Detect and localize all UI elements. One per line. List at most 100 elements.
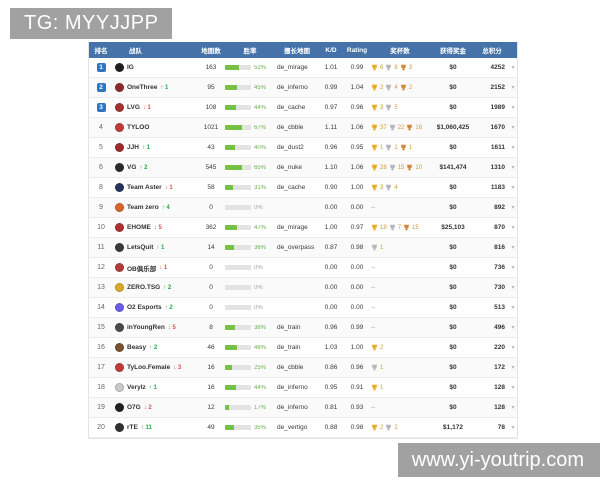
winrate-bar [225,325,251,330]
winrate-label: 40% [254,144,267,151]
table-row[interactable]: 10 EHOME ↓ 5 362 47% de_mirage 1.00 0.97… [89,218,517,238]
team-cell[interactable]: LVG ↓ 1 [113,103,197,112]
team-cell[interactable]: ZERO.TSG ↑ 2 [113,283,197,292]
team-cell[interactable]: IG [113,63,197,72]
expand-chevron-icon[interactable]: ▾ [511,325,515,331]
winrate-cell: 52% [225,65,275,71]
trophy-count: 1 [380,144,384,151]
expand-chevron-icon[interactable]: ▾ [511,345,515,351]
team-cell[interactable]: OneThree ↑ 1 [113,83,197,92]
table-row[interactable]: 15 inYoungRen ↓ 5 8 38% de_train 0.96 0.… [89,318,517,338]
rank-cell: 4 [99,124,103,131]
table-row[interactable]: 6 VG ↑ 2 545 65% de_nuke 1.10 1.06 28 15 1… [89,158,517,178]
expand-chevron-icon[interactable]: ▾ [511,385,515,391]
team-cell[interactable]: VG ↑ 2 [113,163,197,172]
team-name: Beasy [127,344,147,351]
team-cell[interactable]: Beasy ↑ 2 [113,343,197,352]
trophies-cell: -- [371,204,429,211]
table-row[interactable]: 16 Beasy ↑ 2 46 48% de_train 1.03 1.00 2… [89,338,517,358]
expand-chevron-icon[interactable]: ▾ [511,165,515,171]
trophy-gold-icon [371,344,378,351]
team-cell[interactable]: inYoungRen ↓ 5 [113,323,197,332]
trophy-silver-icon [389,164,396,171]
team-cell[interactable]: TyLoo.Female ↓ 3 [113,363,197,372]
table-row[interactable]: 19 O7G ↓ 2 12 17% de_inferno 0.81 0.93 -… [89,398,517,418]
trophy-bronze-icon [403,224,410,231]
expand-chevron-icon[interactable]: ▾ [511,285,515,291]
trophy-gold-icon [371,64,378,71]
expand-chevron-icon[interactable]: ▾ [511,405,515,411]
winrate-label: 36% [254,244,267,251]
team-cell[interactable]: EHOME ↓ 5 [113,223,197,232]
team-logo [115,343,124,352]
table-row[interactable]: 18 VeryIz ↑ 1 16 44% de_inferno 0.95 0.9… [89,378,517,398]
rating-value: 1.00 [350,184,364,191]
table-row[interactable]: 8 Team Aster ↓ 1 58 31% de_cache 0.90 1.… [89,178,517,198]
rating-value: 0.98 [350,424,364,431]
expand-chevron-icon[interactable]: ▾ [511,85,515,91]
team-cell[interactable]: O2 Esports ↑ 2 [113,303,197,312]
expand-chevron-icon[interactable]: ▾ [511,65,515,71]
winrate-cell: 0% [225,265,275,271]
table-row[interactable]: 4 TYLOO 1021 67% de_cbble 1.11 1.06 37 22… [89,118,517,138]
trophy-count: 2 [408,84,413,91]
team-cell[interactable]: TYLOO [113,123,197,132]
expand-chevron-icon[interactable]: ▾ [511,425,515,431]
team-ranking-table: 排名 战队 地图数 胜率 擅长地图 K/D Rating 奖杯数 获得奖金 总积分 1 IG 16… [88,42,518,439]
table-row[interactable]: 14 O2 Esports ↑ 2 0 0% 0.00 0.00 -- $0 5… [89,298,517,318]
trophy-gold-icon [371,184,378,191]
team-cell[interactable]: OB俱乐部 ↓ 1 [113,263,197,273]
rank-change-indicator: ↑ 1 [148,384,157,391]
trophy-gold-icon [371,224,378,231]
table-row[interactable]: 2 OneThree ↑ 1 95 45% de_inferno 0.99 1.… [89,78,517,98]
expand-chevron-icon[interactable]: ▾ [511,205,515,211]
kd-value: 0.96 [324,144,338,151]
team-cell[interactable]: rTE ↑ 11 [113,423,197,432]
maps-played: 58 [207,184,215,191]
expand-chevron-icon[interactable]: ▾ [511,365,515,371]
rank-change-indicator: ↑ 1 [156,244,165,251]
winrate-cell: 0% [225,305,275,311]
maps-played: 108 [205,104,217,111]
best-map: de_cache [277,184,306,191]
points-value: 4252 [490,64,505,71]
team-cell[interactable]: Team Aster ↓ 1 [113,183,197,192]
expand-chevron-icon[interactable]: ▾ [511,225,515,231]
expand-chevron-icon[interactable]: ▾ [511,265,515,271]
expand-chevron-icon[interactable]: ▾ [511,305,515,311]
table-row[interactable]: 17 TyLoo.Female ↓ 3 16 25% de_cbble 0.86… [89,358,517,378]
best-map: de_nuke [277,164,302,171]
table-row[interactable]: 13 ZERO.TSG ↑ 2 0 0% 0.00 0.00 -- $0 730… [89,278,517,298]
team-cell[interactable]: O7G ↓ 2 [113,403,197,412]
expand-chevron-icon[interactable]: ▾ [511,145,515,151]
table-row[interactable]: 12 OB俱乐部 ↓ 1 0 0% 0.00 0.00 -- $0 736 ▾ [89,258,517,278]
kd-value: 0.90 [324,184,338,191]
kd-value: 0.95 [324,384,338,391]
winrate-cell: 40% [225,145,275,151]
winrate-cell: 47% [225,225,275,231]
column-header: 总积分 [482,48,502,55]
table-row[interactable]: 20 rTE ↑ 11 49 35% de_vertigo 0.88 0.98 … [89,418,517,438]
expand-chevron-icon[interactable]: ▾ [511,105,515,111]
expand-chevron-icon[interactable]: ▾ [511,125,515,131]
expand-chevron-icon[interactable]: ▾ [511,185,515,191]
team-cell[interactable]: LetsQuit ↑ 1 [113,243,197,252]
team-cell[interactable]: JJH ↑ 1 [113,143,197,152]
rank-change-indicator: ↑ 2 [164,304,173,311]
winrate-cell: 44% [225,105,275,111]
rating-value: 0.00 [350,284,364,291]
points-value: 496 [494,324,505,331]
rating-value: 0.99 [350,324,364,331]
rank-badge: 2 [96,83,106,92]
kd-value: 1.11 [324,124,338,131]
team-logo [115,243,124,252]
table-row[interactable]: 11 LetsQuit ↑ 1 14 36% de_overpass 0.87 … [89,238,517,258]
team-logo [115,363,124,372]
team-cell[interactable]: VeryIz ↑ 1 [113,383,197,392]
team-cell[interactable]: Team zero ↑ 4 [113,203,197,212]
expand-chevron-icon[interactable]: ▾ [511,245,515,251]
table-row[interactable]: 9 Team zero ↑ 4 0 0% 0.00 0.00 -- $0 892… [89,198,517,218]
